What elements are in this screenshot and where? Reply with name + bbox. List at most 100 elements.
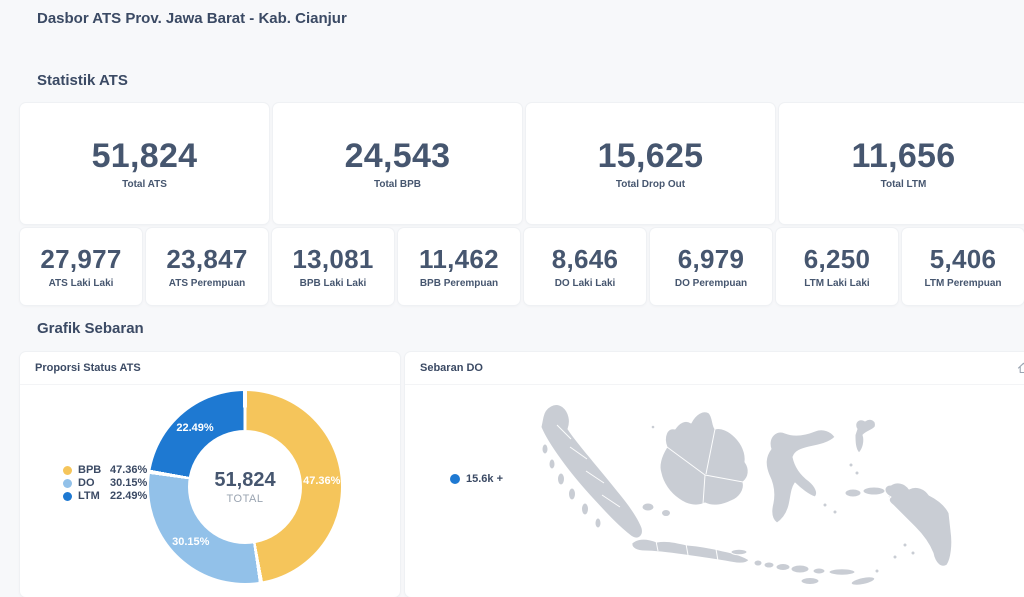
stat-card: 13,081 BPB Laki Laki	[272, 228, 394, 305]
slice-label-ltm: 22.49%	[176, 422, 214, 435]
stat-card: 27,977 ATS Laki Laki	[20, 228, 142, 305]
legend-pct: 30.15%	[110, 477, 148, 489]
map-islet	[541, 443, 549, 455]
map-island-kalimantan[interactable]	[659, 411, 749, 506]
legend-name: BPB	[78, 464, 102, 476]
map-islet	[892, 554, 898, 560]
donut-chart[interactable]: 51,824 TOTAL 47.36% 30.15% 22.49%	[149, 391, 341, 583]
stat-label: ATS Laki Laki	[48, 278, 114, 289]
stat-label: LTM Laki Laki	[804, 278, 870, 289]
map-home-button[interactable]	[1017, 362, 1024, 374]
charts-row: Proporsi Status ATS BPB 47.36% DO 30.15%…	[20, 352, 1024, 597]
map-islet	[812, 567, 826, 575]
stat-label: BPB Laki Laki	[299, 278, 367, 289]
map-islet	[568, 487, 576, 501]
map-islet	[850, 576, 876, 586]
section-title-statistik: Statistik ATS	[37, 72, 128, 89]
map-islet	[763, 561, 775, 569]
stat-label: DO Laki Laki	[554, 278, 616, 289]
map-card-header: Sebaran DO	[405, 352, 1024, 385]
map-islet	[557, 472, 565, 486]
stat-value: 8,646	[551, 244, 619, 274]
stat-label: LTM Perempuan	[924, 278, 1002, 289]
legend-name: LTM	[78, 490, 100, 502]
stat-value: 23,847	[166, 244, 248, 274]
section-title-grafik: Grafik Sebaran	[37, 320, 144, 337]
map-islet	[848, 462, 854, 468]
map-islet	[641, 502, 655, 512]
stat-card: 6,979 DO Perempuan	[650, 228, 772, 305]
stat-card: 5,406 LTM Perempuan	[902, 228, 1024, 305]
map-islet	[581, 502, 589, 516]
stat-value: 24,543	[344, 137, 451, 175]
legend-pct: 47.36%	[110, 464, 148, 476]
stat-label: DO Perempuan	[674, 278, 748, 289]
stat-card: 11,462 BPB Perempuan	[398, 228, 520, 305]
stat-card: 15,625 Total Drop Out	[526, 103, 775, 224]
map-islet	[730, 548, 748, 556]
legend-pct: 22.49%	[110, 490, 148, 502]
stat-value: 5,406	[929, 244, 997, 274]
map-islet	[902, 542, 908, 548]
map-islet	[661, 509, 671, 517]
page-title: Dasbor ATS Prov. Jawa Barat - Kab. Cianj…	[37, 10, 347, 27]
donut-legend-row: BPB 47.36%	[63, 464, 147, 477]
stat-card: 6,250 LTM Laki Laki	[776, 228, 898, 305]
stat-value: 13,081	[292, 244, 374, 274]
indonesia-map[interactable]	[405, 385, 1024, 590]
stat-card: 24,543 Total BPB	[273, 103, 522, 224]
stat-value: 11,462	[419, 244, 499, 274]
home-icon	[1017, 362, 1024, 374]
donut-center-value: 51,824	[214, 469, 276, 491]
map-islet	[822, 502, 828, 508]
stat-label: Total ATS	[122, 179, 167, 190]
stat-card: 8,646 DO Laki Laki	[524, 228, 646, 305]
map-province-borders	[666, 428, 744, 505]
map-legend-label: 15.6k +	[466, 473, 504, 485]
donut-chart-card: Proporsi Status ATS BPB 47.36% DO 30.15%…	[20, 352, 400, 597]
map-islet	[828, 568, 856, 576]
donut-legend: BPB 47.36% DO 30.15% LTM 22.49%	[63, 464, 147, 503]
map-island-java[interactable]	[631, 538, 750, 564]
map-legend: 15.6k +	[450, 473, 503, 485]
stat-value: 51,824	[91, 137, 198, 175]
slice-label-bpb: 47.36%	[303, 474, 341, 487]
map-province-borders	[556, 424, 621, 508]
donut-legend-row: DO 30.15%	[63, 477, 147, 490]
stat-value: 6,979	[677, 244, 745, 274]
stat-value: 11,656	[851, 137, 956, 175]
stat-label: Total Drop Out	[615, 179, 686, 190]
stat-card: 51,824 Total ATS	[20, 103, 269, 224]
stat-value: 15,625	[597, 137, 704, 175]
map-islet	[862, 486, 886, 496]
map-legend-dot	[450, 474, 460, 484]
map-islet	[874, 568, 880, 574]
map-islet	[832, 509, 838, 515]
map-island-sumatra[interactable]	[540, 404, 643, 539]
map-islet	[650, 424, 656, 430]
stat-value: 6,250	[803, 244, 871, 274]
map-islet	[854, 470, 860, 476]
legend-dot	[63, 492, 72, 501]
legend-dot	[63, 466, 72, 475]
stat-card: 23,847 ATS Perempuan	[146, 228, 268, 305]
map-islet	[844, 488, 862, 498]
donut-legend-row: LTM 22.49%	[63, 490, 147, 503]
map-island-sulawesi[interactable]	[765, 429, 836, 524]
map-province-borders	[655, 540, 719, 562]
legend-name: DO	[78, 477, 95, 489]
map-islet	[775, 563, 791, 571]
stat-label: Total LTM	[880, 179, 927, 190]
stat-value: 27,977	[40, 244, 122, 274]
stat-label: Total BPB	[373, 179, 422, 190]
map-islet	[790, 564, 810, 574]
primary-stats-row: 51,824 Total ATS 24,543 Total BPB 15,625…	[20, 103, 1024, 224]
stat-card: 11,656 Total LTM	[779, 103, 1024, 224]
donut-card-title: Proporsi Status ATS	[35, 362, 141, 374]
map-island-halmahera	[854, 418, 876, 454]
donut-center-label: TOTAL	[226, 493, 264, 505]
secondary-stats-row: 27,977 ATS Laki Laki 23,847 ATS Perempua…	[20, 228, 1024, 305]
map-islet	[910, 550, 916, 556]
slice-label-do: 30.15%	[172, 535, 210, 548]
map-island-papua[interactable]	[884, 482, 953, 567]
